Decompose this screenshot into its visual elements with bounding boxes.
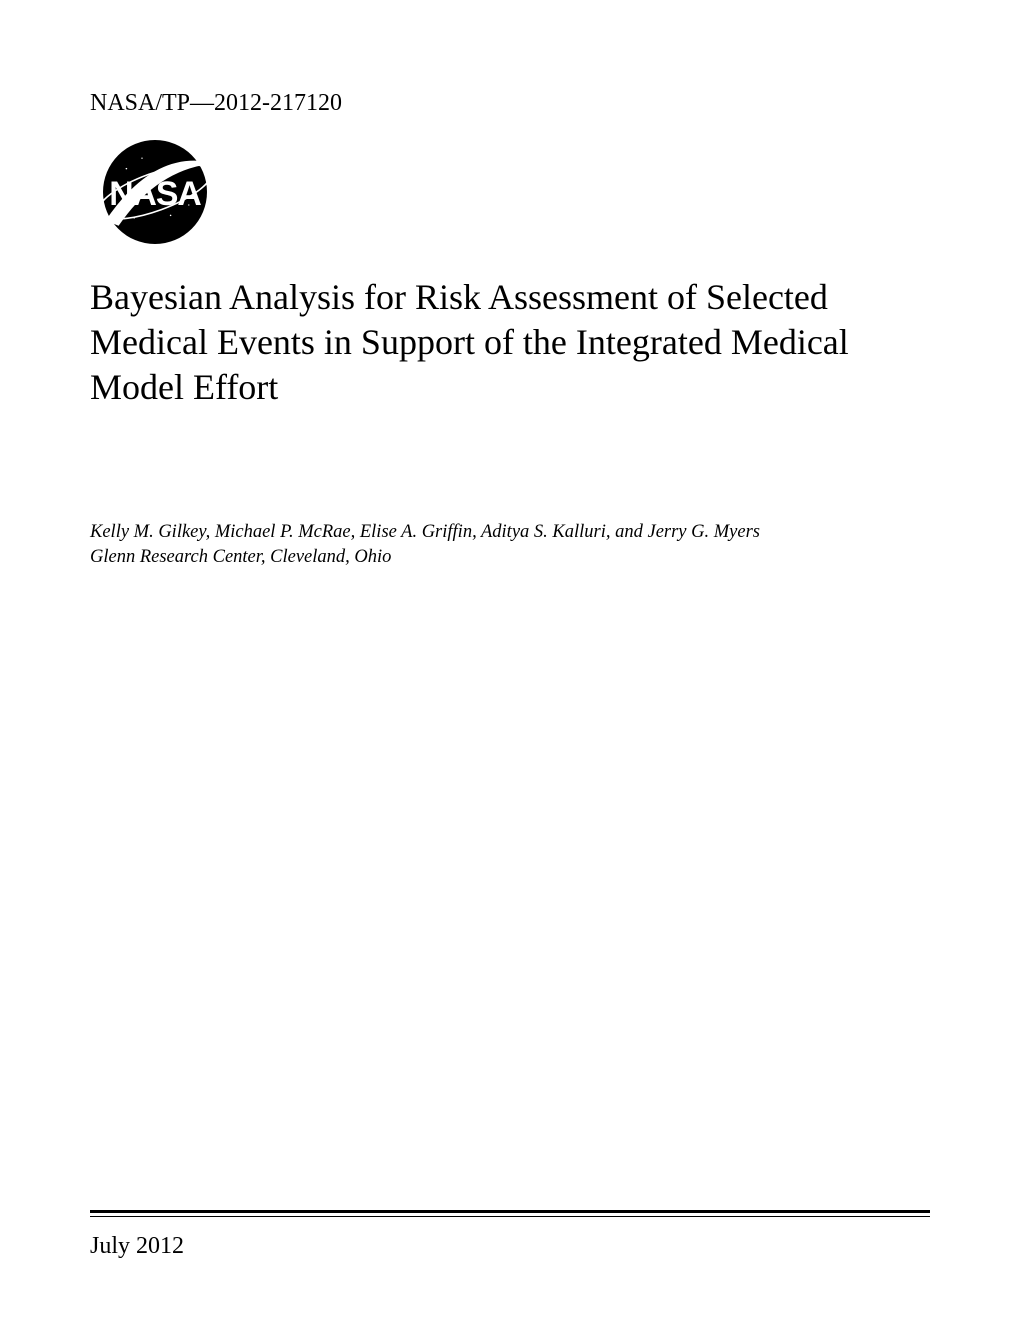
- report-number: NASA/TP—2012-217120: [90, 90, 930, 117]
- author-list: Kelly M. Gilkey, Michael P. McRae, Elise…: [90, 520, 930, 545]
- author-affiliation: Glenn Research Center, Cleveland, Ohio: [90, 545, 930, 570]
- nasa-logo: NASA: [90, 137, 930, 247]
- footer-rule: [90, 1210, 930, 1217]
- page-footer: July 2012: [90, 1210, 930, 1260]
- svg-text:NASA: NASA: [109, 175, 201, 213]
- document-title: Bayesian Analysis for Risk Assessment of…: [90, 275, 930, 410]
- publication-date: July 2012: [90, 1233, 930, 1260]
- document-page: NASA/TP—2012-217120 NASA Bayesian Analys…: [0, 0, 1020, 1320]
- nasa-logo-svg: NASA: [90, 137, 220, 247]
